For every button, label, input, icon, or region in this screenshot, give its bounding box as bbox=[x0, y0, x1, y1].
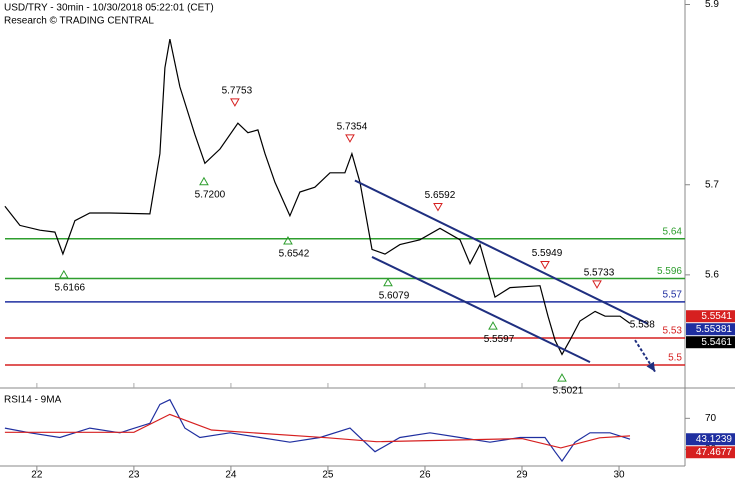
level-label: 5.57 bbox=[663, 290, 683, 301]
x-tick-label: 30 bbox=[613, 470, 625, 480]
value-box-label: 47.4677 bbox=[696, 447, 733, 458]
series-line bbox=[4, 38, 631, 356]
level-label: 5.53 bbox=[663, 326, 683, 337]
level-label: 5.5 bbox=[668, 353, 682, 364]
series-line bbox=[4, 398, 631, 463]
y-tick-label: 5.7 bbox=[705, 179, 719, 190]
high-label: 5.7753 bbox=[222, 86, 253, 97]
level-label: 5.64 bbox=[663, 226, 683, 237]
value-box bbox=[686, 446, 735, 459]
y-tick-label: 5.6 bbox=[705, 269, 719, 280]
high-label: 5.7354 bbox=[337, 121, 368, 132]
high-marker bbox=[345, 134, 355, 143]
trend-arrow bbox=[646, 361, 656, 372]
x-tick-label: 25 bbox=[322, 470, 334, 480]
low-label: 5.6542 bbox=[279, 249, 310, 260]
x-tick-label: 23 bbox=[128, 470, 140, 480]
x-tick-label: 22 bbox=[31, 470, 43, 480]
high-marker bbox=[433, 203, 443, 212]
chart-title: USD/TRY - 30min - 10/30/2018 05:22:01 (C… bbox=[4, 3, 214, 14]
y-tick-label: 70 bbox=[705, 413, 717, 424]
value-box bbox=[686, 323, 735, 336]
series-line bbox=[4, 413, 631, 449]
level-label: 5.596 bbox=[657, 266, 682, 277]
chart-source: Research © TRADING CENTRAL bbox=[4, 16, 154, 27]
value-box-label: 5.5461 bbox=[701, 337, 732, 348]
high-marker bbox=[540, 260, 550, 270]
x-tick-label: 26 bbox=[419, 470, 431, 480]
low-label: 5.5597 bbox=[484, 334, 515, 345]
low-marker bbox=[488, 321, 498, 330]
low-marker bbox=[557, 373, 567, 382]
low-marker bbox=[383, 277, 393, 287]
value-box bbox=[686, 433, 735, 446]
low-label: 5.5021 bbox=[553, 386, 584, 397]
value-box bbox=[686, 336, 735, 349]
y-tick-label: 5.9 bbox=[705, 0, 719, 10]
low-marker bbox=[199, 176, 209, 186]
high-label: 5.6592 bbox=[425, 190, 456, 201]
price-label: 5.538 bbox=[630, 319, 655, 330]
rsi-title: RSI14 - 9MA bbox=[4, 395, 62, 406]
low-label: 5.6079 bbox=[379, 290, 410, 301]
high-marker bbox=[230, 98, 240, 107]
high-label: 5.5733 bbox=[584, 268, 615, 279]
high-label: 5.5949 bbox=[532, 248, 563, 259]
value-box-label: 5.5541 bbox=[701, 311, 732, 322]
low-marker bbox=[58, 269, 69, 279]
x-tick-label: 29 bbox=[516, 470, 528, 480]
high-marker bbox=[592, 280, 602, 289]
value-box bbox=[686, 310, 735, 323]
value-box-label: 43.1239 bbox=[696, 434, 733, 445]
low-marker bbox=[283, 236, 293, 245]
trend-line bbox=[354, 179, 649, 325]
trend-line bbox=[371, 256, 591, 363]
x-tick-label: 24 bbox=[225, 470, 237, 480]
value-box-label: 5.55381 bbox=[696, 324, 733, 335]
low-label: 5.7200 bbox=[195, 189, 226, 200]
low-label: 5.6166 bbox=[55, 283, 86, 294]
